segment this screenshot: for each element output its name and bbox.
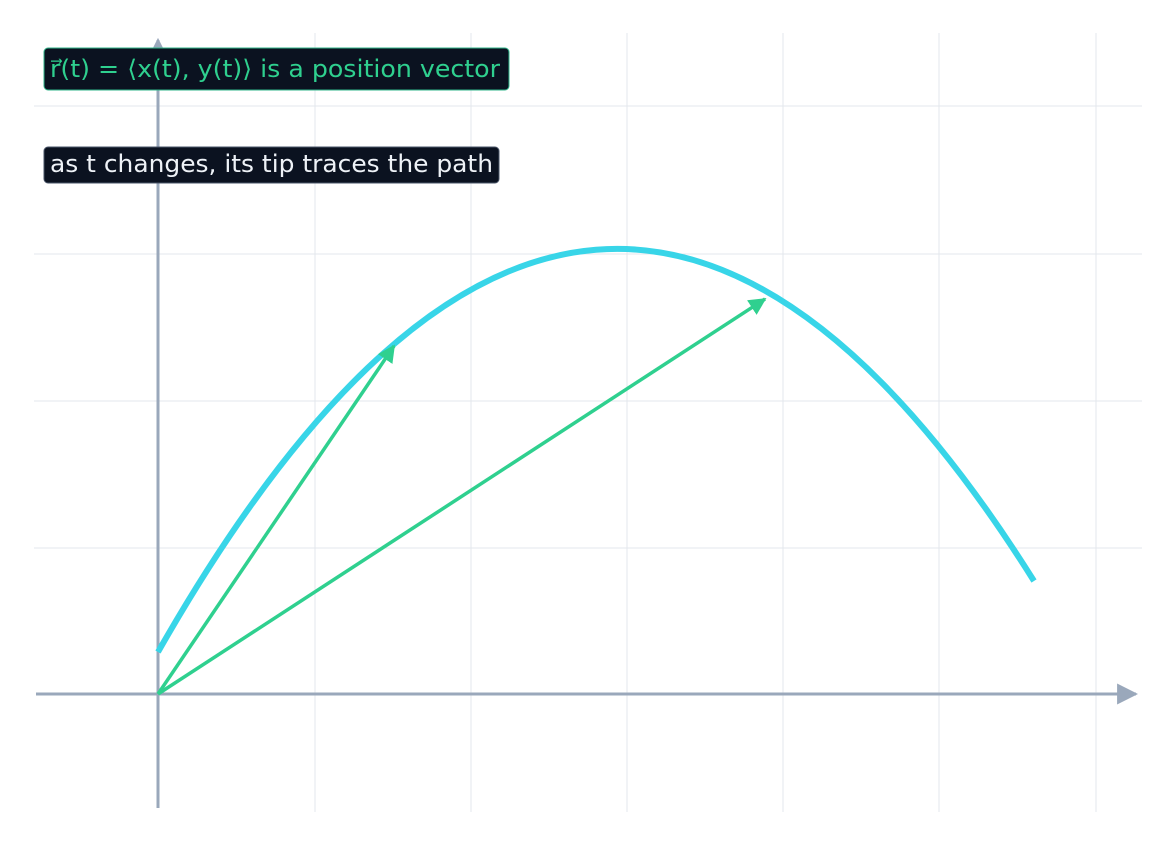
- label-box: [43, 47, 510, 91]
- definition-label: r⃗(t) = ⟨x(t), y(t)⟩ is a position vecto…: [50, 55, 500, 83]
- position-vector: [157, 297, 767, 696]
- path-curve: [155, 245, 1037, 654]
- explanation-label: as t changes, its tip traces the path: [50, 150, 493, 178]
- label-box: [43, 146, 500, 184]
- position-vector: [156, 344, 396, 695]
